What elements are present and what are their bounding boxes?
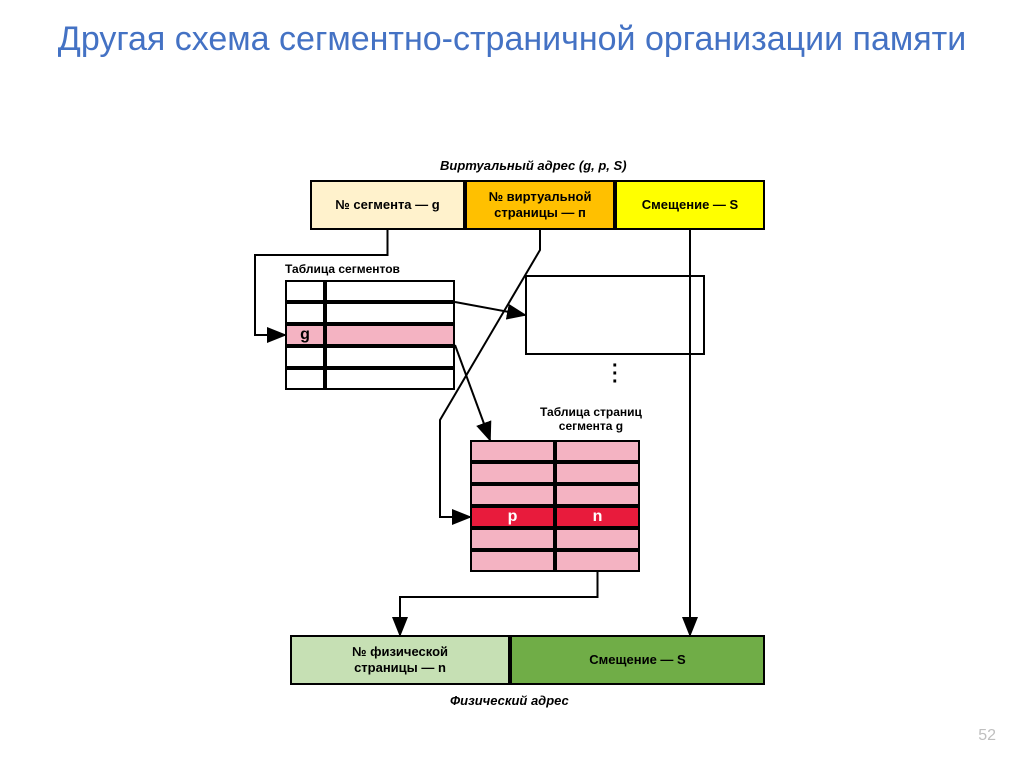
pa-offset-box: Смещение — S: [510, 635, 765, 685]
ellipsis-dots: ···: [612, 362, 619, 386]
va-offset-box: Смещение — S: [615, 180, 765, 230]
segtable-cell: g: [285, 324, 325, 346]
pagetable-cell: [470, 462, 555, 484]
pagetable-cell: [470, 440, 555, 462]
pagetable-cell: [470, 550, 555, 572]
pagetable-cell: [555, 462, 640, 484]
pa-page-box: № физической страницы — n: [290, 635, 510, 685]
segtable-cell: [325, 302, 455, 324]
intermediate-box: [525, 275, 705, 355]
pagetable-cell: p: [470, 506, 555, 528]
segtable-cell: [285, 280, 325, 302]
va-page-box: № виртуальной страницы — п: [465, 180, 615, 230]
diagram: Виртуальный адрес (g, p, S) № сегмента —…: [0, 0, 1024, 767]
pagetable-cell: [470, 484, 555, 506]
segtable-cell: [285, 368, 325, 390]
segment-table-title: Таблица сегментов: [285, 262, 400, 276]
page-table-title: Таблица страниц сегмента g: [540, 405, 642, 433]
va-segment-box: № сегмента — g: [310, 180, 465, 230]
pagetable-cell: n: [555, 506, 640, 528]
segtable-cell: [325, 324, 455, 346]
virtual-address-title: Виртуальный адрес (g, p, S): [440, 158, 627, 173]
pagetable-cell: [555, 484, 640, 506]
pagetable-cell: [555, 550, 640, 572]
segtable-cell: [325, 368, 455, 390]
segtable-cell: [285, 346, 325, 368]
segtable-cell: [285, 302, 325, 324]
segtable-cell: [325, 346, 455, 368]
segtable-cell: [325, 280, 455, 302]
pagetable-cell: [470, 528, 555, 550]
pagetable-cell: [555, 528, 640, 550]
physical-address-title: Физический адрес: [450, 693, 569, 708]
pagetable-cell: [555, 440, 640, 462]
